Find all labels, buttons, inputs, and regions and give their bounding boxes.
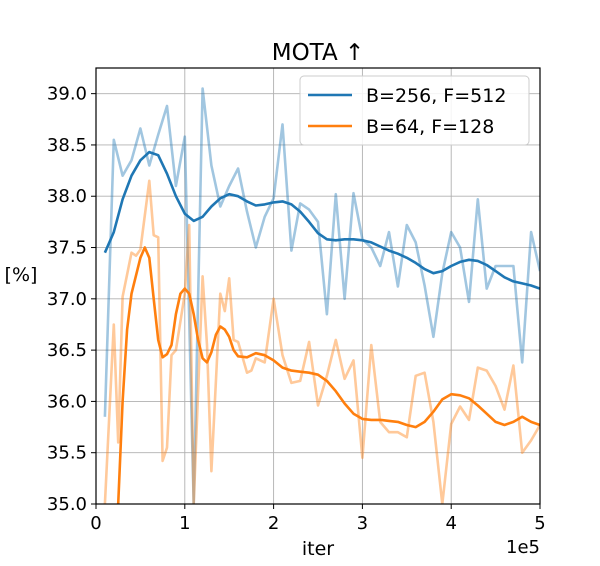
legend-box [299,75,530,146]
y-tick-label: 36.0 [47,391,87,412]
x-tick-label: 1 [179,513,190,534]
smoothed-series-line-b64-f128 [116,246,540,504]
y-tick-label: 38.5 [47,135,87,156]
legend-label-b256: B=256, F=512 [366,85,506,107]
smoothed-series-line-b256-f512 [103,150,540,290]
axis-ticks: 0 1 2 3 4 5 35.0 35.5 36.0 36.5 37.0 37.5 38.0 38.5 39… [47,84,546,534]
plot-frame [95,67,541,505]
x-tick-label: 5 [534,513,545,534]
y-axis-label: [%] [5,264,38,286]
y-tick-label: 39.0 [47,84,87,105]
series-layer [103,87,540,504]
x-tick-label: 2 [268,513,279,534]
y-tick-label: 37.0 [47,289,87,310]
x-axis-multiplier: 1e5 [506,537,540,558]
x-tick-label: 0 [90,513,101,534]
y-tick-label: 36.5 [47,340,87,361]
y-tick-label: 35.0 [47,494,87,515]
y-tick-label: 37.5 [47,238,87,259]
x-tick-label: 4 [445,513,456,534]
y-tick-label: 35.5 [47,443,87,464]
x-tick-label: 3 [357,513,368,534]
raw-series-line-b256-f512 [103,87,540,504]
y-tick-label: 38.0 [47,186,87,207]
x-axis-label: iter [302,538,334,560]
raw-series-line-b64-f128 [103,179,540,504]
chart-title: MOTA ↑ [272,40,365,66]
legend-label-b64: B=64, F=128 [366,116,494,138]
legend: B=256, F=512 B=64, F=128 [299,75,530,146]
